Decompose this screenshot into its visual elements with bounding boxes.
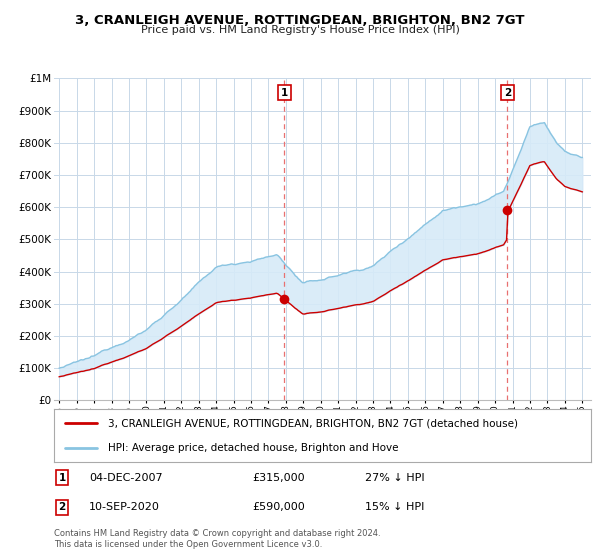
Text: Contains HM Land Registry data © Crown copyright and database right 2024.
This d: Contains HM Land Registry data © Crown c…: [54, 529, 380, 549]
Text: £315,000: £315,000: [253, 473, 305, 483]
Text: 3, CRANLEIGH AVENUE, ROTTINGDEAN, BRIGHTON, BN2 7GT: 3, CRANLEIGH AVENUE, ROTTINGDEAN, BRIGHT…: [75, 14, 525, 27]
Text: 1: 1: [58, 473, 65, 483]
Text: £590,000: £590,000: [253, 502, 305, 512]
Text: 3, CRANLEIGH AVENUE, ROTTINGDEAN, BRIGHTON, BN2 7GT (detached house): 3, CRANLEIGH AVENUE, ROTTINGDEAN, BRIGHT…: [108, 418, 518, 428]
Text: 27% ↓ HPI: 27% ↓ HPI: [365, 473, 425, 483]
Text: HPI: Average price, detached house, Brighton and Hove: HPI: Average price, detached house, Brig…: [108, 442, 398, 452]
Text: 04-DEC-2007: 04-DEC-2007: [89, 473, 163, 483]
Text: 2: 2: [503, 88, 511, 98]
Text: 10-SEP-2020: 10-SEP-2020: [89, 502, 160, 512]
Text: 15% ↓ HPI: 15% ↓ HPI: [365, 502, 425, 512]
Text: 2: 2: [58, 502, 65, 512]
Text: 1: 1: [281, 88, 288, 98]
Text: Price paid vs. HM Land Registry's House Price Index (HPI): Price paid vs. HM Land Registry's House …: [140, 25, 460, 35]
